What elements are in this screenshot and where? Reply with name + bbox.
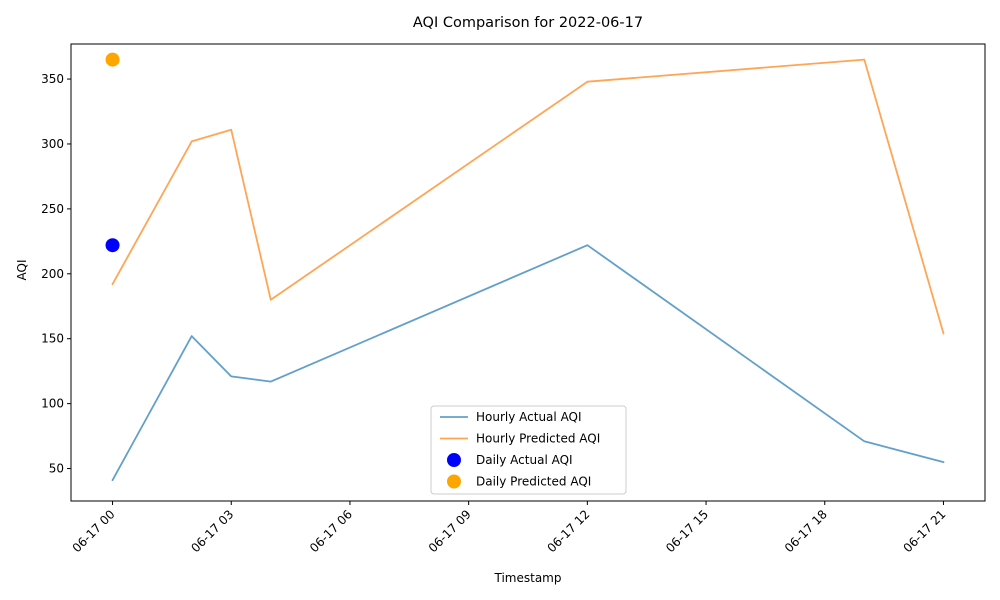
plot-frame <box>70 43 986 502</box>
y-tick-label: 350 <box>41 72 64 86</box>
scatter-point-daily-actual-aqi <box>105 238 120 253</box>
y-tick-label: 100 <box>41 397 64 411</box>
y-tick-label: 300 <box>41 137 64 151</box>
legend-marker-swatch <box>447 453 461 467</box>
y-tick-label: 50 <box>49 462 64 476</box>
legend-label: Hourly Actual AQI <box>476 410 582 424</box>
y-tick-label: 250 <box>41 202 64 216</box>
legend-marker-swatch <box>447 474 461 489</box>
chart-marks <box>105 52 945 482</box>
y-axis-title: AQI <box>15 260 29 281</box>
series-line-hourly-actual-aqi <box>111 244 945 482</box>
x-axis-title: Timestamp <box>494 571 562 585</box>
legend-label: Hourly Predicted AQI <box>476 432 600 446</box>
y-tick-label: 150 <box>41 332 64 346</box>
legend-box <box>430 405 627 495</box>
y-tick-label: 200 <box>41 267 64 281</box>
legend-label: Daily Predicted AQI <box>476 475 591 489</box>
chart-legend: Hourly Actual AQI Hourly Predicted AQI Dai… <box>430 405 627 495</box>
series-line-hourly-predicted-aqi <box>111 58 945 335</box>
chart-title: AQI Comparison for 2022-06-17 <box>413 15 643 31</box>
legend-label: Daily Actual AQI <box>476 453 573 467</box>
scatter-point-daily-predicted-aqi <box>105 52 120 67</box>
